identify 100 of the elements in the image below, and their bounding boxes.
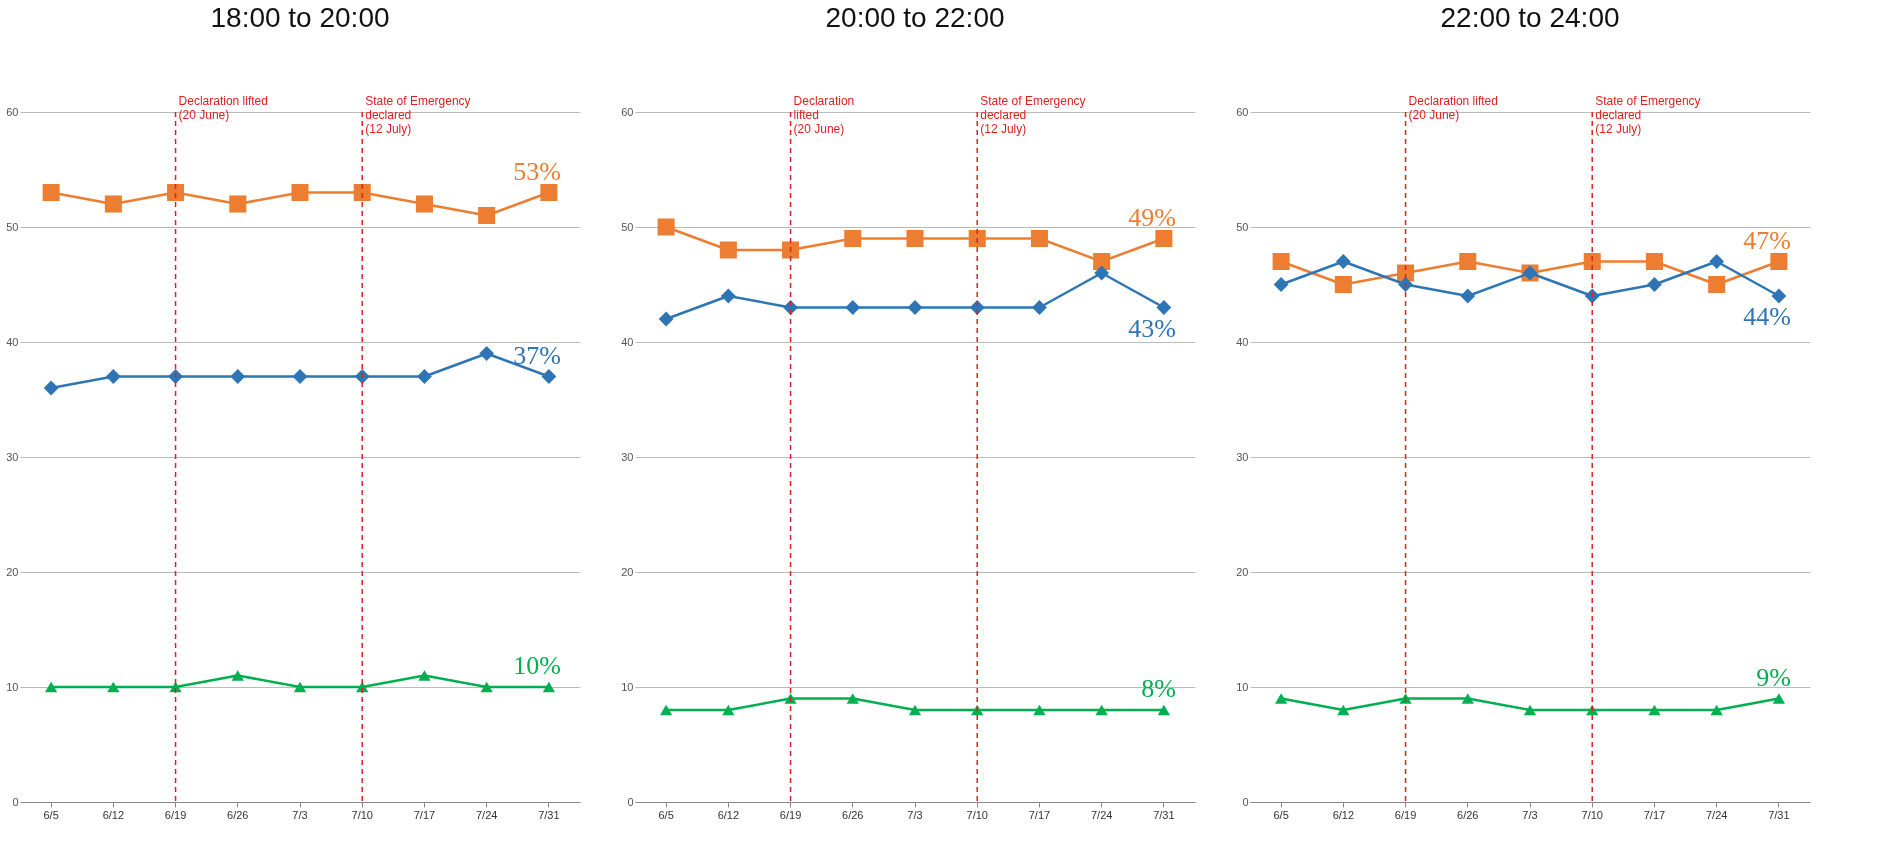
annotation: 44% <box>1743 302 1791 331</box>
x-tick-label: 6/19 <box>164 808 187 821</box>
point <box>968 229 986 248</box>
point <box>230 369 246 384</box>
point <box>722 704 735 716</box>
y-tick-label: 0 <box>1242 795 1249 808</box>
x-tick-label: 7/17 <box>1643 808 1666 821</box>
point <box>541 369 557 384</box>
x-tick-label: 6/12 <box>1332 808 1355 821</box>
y-tick-label: 40 <box>621 335 634 348</box>
y-tick-label: 50 <box>1236 220 1249 233</box>
annotation: 9% <box>1756 662 1791 692</box>
ref-line-label: State of Emergency declared (12 July) <box>365 94 471 136</box>
point <box>1523 704 1537 716</box>
point <box>167 183 185 202</box>
annotation: 53% <box>513 156 561 186</box>
point <box>229 195 247 213</box>
point <box>782 241 800 259</box>
point <box>1399 693 1412 704</box>
point <box>1648 704 1661 716</box>
point <box>1095 704 1108 716</box>
point <box>1033 704 1046 716</box>
point <box>1156 300 1172 315</box>
annotation: 47% <box>1743 225 1791 255</box>
y-tick-label: 60 <box>621 105 634 118</box>
x-tick-label: 7/31 <box>1768 808 1790 821</box>
x-tick-label: 6/12 <box>717 808 740 821</box>
y-tick-label: 10 <box>6 680 19 693</box>
point <box>231 670 244 681</box>
point <box>42 183 60 202</box>
x-tick-label: 7/24 <box>1090 808 1113 821</box>
point <box>1645 252 1663 271</box>
y-tick-label: 20 <box>1236 565 1249 578</box>
point <box>1398 277 1413 292</box>
point <box>293 681 307 693</box>
x-tick-label: 6/5 <box>1273 808 1289 821</box>
ref-line-label: Declaration lifted (20 June) <box>178 94 268 122</box>
y-tick-label: 30 <box>1236 450 1249 463</box>
point <box>659 704 673 716</box>
point <box>906 229 924 248</box>
point <box>1093 252 1111 271</box>
point <box>1459 252 1477 271</box>
chart-title: 20:00 to 22:00 <box>825 2 1005 33</box>
point <box>1770 252 1788 271</box>
annotation: 37% <box>513 340 561 370</box>
point <box>353 183 371 202</box>
point <box>1461 693 1474 704</box>
chart-title: 22:00 to 24:00 <box>1440 2 1620 33</box>
y-tick-label: 10 <box>621 680 634 693</box>
point <box>1334 275 1352 294</box>
point <box>784 693 797 704</box>
point <box>105 369 121 384</box>
point <box>542 681 556 693</box>
point <box>844 229 862 248</box>
ref-line-label: State of Emergency declared (12 July) <box>1595 94 1701 136</box>
point <box>540 183 558 202</box>
point <box>417 369 432 384</box>
point <box>43 380 59 396</box>
ref-line-label: Declaration lifted (20 June) <box>1408 94 1498 122</box>
y-tick-label: 30 <box>621 450 634 463</box>
point <box>107 681 120 693</box>
point <box>44 681 58 693</box>
chart-title: 18:00 to 20:00 <box>210 2 390 33</box>
y-tick-label: 50 <box>6 220 19 233</box>
point <box>415 195 433 213</box>
point <box>1710 704 1723 716</box>
y-tick-label: 40 <box>6 335 19 348</box>
point <box>1094 265 1110 281</box>
x-tick-label: 6/5 <box>658 808 674 821</box>
point <box>1647 277 1662 292</box>
x-tick-label: 7/3 <box>292 808 308 821</box>
x-tick-label: 6/26 <box>227 808 249 821</box>
point <box>1157 704 1171 716</box>
annotation: 49% <box>1128 202 1176 232</box>
x-tick-label: 6/26 <box>842 808 864 821</box>
x-tick-label: 7/17 <box>413 808 436 821</box>
point <box>1771 288 1787 304</box>
point <box>168 369 183 384</box>
y-tick-label: 60 <box>6 105 19 118</box>
y-tick-label: 30 <box>6 450 19 463</box>
y-tick-label: 0 <box>627 795 634 808</box>
point <box>1709 254 1725 269</box>
y-tick-label: 40 <box>1236 335 1249 348</box>
point <box>1030 229 1048 248</box>
point <box>418 670 431 681</box>
point <box>908 704 922 716</box>
point <box>1337 704 1350 716</box>
point <box>1583 252 1601 271</box>
point <box>479 346 495 361</box>
x-tick-label: 7/10 <box>351 808 373 821</box>
y-tick-label: 10 <box>1236 680 1249 693</box>
point <box>720 288 736 304</box>
point <box>1335 254 1351 269</box>
point <box>478 206 496 225</box>
point <box>783 300 798 315</box>
ref-line-label: Declaration lifted (20 June) <box>793 94 855 136</box>
point <box>1772 693 1786 704</box>
annotation: 8% <box>1141 674 1176 703</box>
x-tick-label: 6/26 <box>1457 808 1479 821</box>
annotation: 43% <box>1128 313 1176 343</box>
